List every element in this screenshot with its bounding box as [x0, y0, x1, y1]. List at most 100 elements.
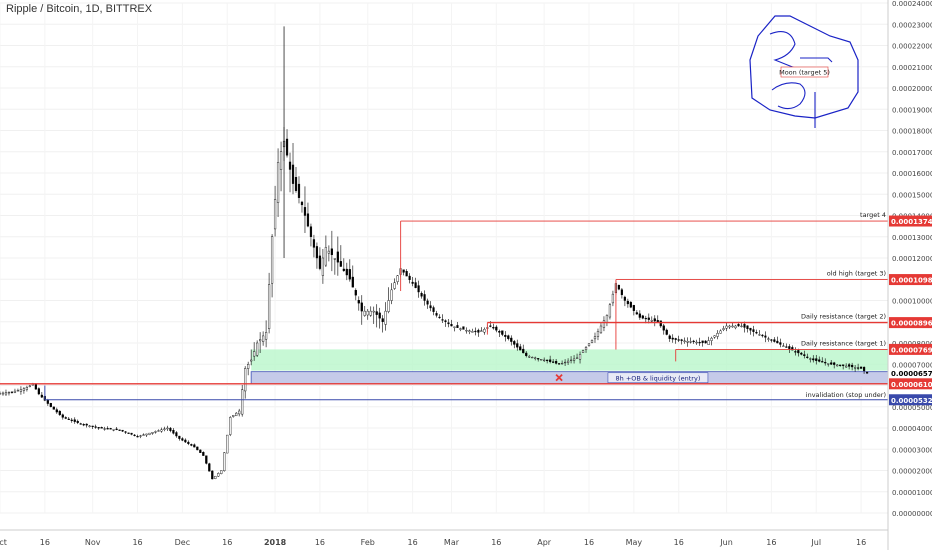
- moon-stroke: [769, 31, 816, 73]
- candle-body: [259, 339, 262, 342]
- price-tick-label: 0.00007000: [892, 361, 932, 369]
- candle-body: [635, 312, 638, 315]
- candle-body: [387, 300, 390, 312]
- price-tick-label: 0.00021000: [892, 64, 932, 72]
- candle-body: [121, 429, 124, 432]
- price-tick-label: 0.00000000: [892, 510, 932, 518]
- candle-body: [384, 310, 387, 325]
- candle-body: [800, 352, 803, 355]
- candle-body: [22, 388, 26, 391]
- candle-body: [324, 247, 327, 266]
- time-axis[interactable]: Oct 16 Nov 16 Dec 16 2018 16 Feb 16 Mar 16 Apr 16 May 1…: [0, 529, 888, 547]
- candle-body: [256, 342, 259, 356]
- candle-body: [629, 302, 632, 308]
- level-name: target 4: [860, 211, 886, 219]
- candle-body: [31, 384, 34, 386]
- candle-body: [175, 432, 178, 437]
- price-tick-label: 0.00017000: [892, 149, 932, 157]
- candle-body: [848, 364, 851, 367]
- candle-body: [731, 325, 734, 328]
- candle-body: [656, 320, 659, 322]
- candle-body: [686, 340, 689, 343]
- candle-body: [420, 293, 423, 297]
- candle-body: [226, 434, 229, 454]
- candle-body: [145, 433, 148, 436]
- price-tick-label: 0.00020000: [892, 85, 932, 93]
- candle-body: [590, 339, 594, 343]
- candle-body: [291, 164, 295, 184]
- candle-body: [710, 337, 713, 341]
- price-tick-label: 0.00002000: [892, 468, 932, 476]
- level-price-tag-box: [889, 317, 932, 329]
- candle-body: [602, 320, 606, 328]
- candle-body: [103, 428, 106, 430]
- candle-body: [10, 391, 14, 393]
- candle-body: [623, 296, 626, 301]
- candle-body: [534, 357, 537, 359]
- candle-body: [839, 364, 842, 366]
- candle-body: [737, 323, 740, 327]
- candle-body: [713, 335, 716, 338]
- candle-body: [862, 366, 866, 372]
- candle-body: [151, 432, 154, 434]
- candle-body: [528, 356, 531, 358]
- entry-zone-label: 8h +OB & liquidity (entry): [616, 375, 701, 383]
- level-price-tag: 0.00007699: [891, 346, 932, 354]
- candle-body: [294, 177, 298, 191]
- candle-body: [773, 339, 776, 342]
- candle-body: [336, 251, 339, 263]
- candle-body: [7, 392, 11, 394]
- candle-body: [181, 438, 184, 441]
- candle-body: [695, 341, 698, 344]
- candle-body: [662, 325, 665, 331]
- candle-body: [845, 365, 848, 368]
- entry-zone-label-box: [607, 372, 709, 384]
- candle-body: [235, 412, 238, 417]
- candle-body: [468, 330, 471, 332]
- candle-body: [794, 351, 797, 353]
- price-tick-label: 0.00012000: [892, 255, 932, 263]
- candle-body: [584, 347, 588, 350]
- invalidation-label: invalidation (stop under): [806, 391, 886, 399]
- candle-body: [516, 343, 519, 348]
- candle-body: [605, 315, 609, 323]
- candle-body: [142, 434, 145, 436]
- candle-body: [749, 327, 752, 331]
- candle-body: [34, 384, 37, 390]
- candle-body: [504, 334, 507, 337]
- candle-body: [70, 419, 73, 421]
- candle-body: [462, 326, 465, 330]
- level-name: Daily resistance (target 1): [801, 339, 886, 347]
- candle-body: [719, 330, 722, 334]
- candle-body: [229, 417, 232, 435]
- candle-body: [184, 439, 187, 443]
- candle-body: [596, 331, 600, 337]
- candle-body: [444, 320, 447, 322]
- moon-label-box: [780, 66, 829, 78]
- candle-body: [806, 356, 809, 358]
- price-tick-label: 0.00010000: [892, 298, 932, 306]
- candle-body: [770, 339, 773, 341]
- last-price-tag: 0.00006579: [891, 370, 932, 378]
- level-price-tag-box: [889, 343, 932, 355]
- entry-price-tag: 0.00006108: [891, 381, 932, 389]
- price-tick-label: 0.00018000: [892, 128, 932, 136]
- candle-body: [88, 425, 91, 427]
- candle-body: [309, 226, 313, 237]
- candle-body: [339, 261, 342, 267]
- last-price-tag-box: [889, 367, 932, 379]
- time-tick-label: 2018: [264, 538, 287, 547]
- candle-body: [471, 331, 474, 333]
- candle-body: [680, 339, 683, 341]
- candle-body: [85, 423, 88, 426]
- price-axis[interactable]: 0.00000000 0.00001000 0.00002000 0.00003000…: [887, 0, 932, 550]
- level-price-tag-box: [889, 274, 932, 286]
- candle-body: [543, 359, 546, 362]
- candle-body: [342, 268, 345, 271]
- candle-body: [273, 199, 277, 230]
- candle-body: [540, 359, 543, 361]
- invalidation-price-tag-box: [889, 394, 932, 406]
- level-name: old high (target 3): [827, 270, 886, 278]
- candle-body: [193, 444, 196, 448]
